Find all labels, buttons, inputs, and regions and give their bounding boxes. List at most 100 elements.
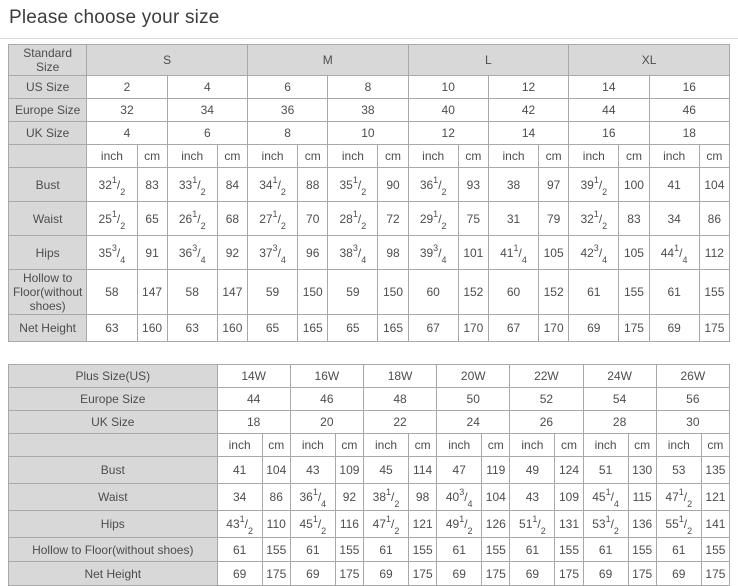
measurement-inch-cell: 45 (362, 456, 410, 484)
size-name-cell: 26W (655, 364, 731, 388)
size-header-row: Standard Size S M L XL (7, 44, 730, 76)
measurement-cm-cell: 114 (408, 456, 438, 484)
measurement-cm-cell: 135 (700, 456, 731, 484)
measurement-cm-cell: 160 (136, 314, 168, 342)
size-value-cell: 10 (327, 121, 409, 145)
measurement-cm-cell: 83 (136, 167, 168, 202)
measurement-inch-cell: 31 (487, 201, 540, 236)
measurement-inch-cell: 61 (289, 537, 336, 562)
measurement-cm-cell: 92 (334, 483, 364, 511)
size-value-cell: 18 (648, 121, 731, 145)
measurement-cm-cell: 126 (481, 510, 511, 538)
size-value-cell: 8 (327, 75, 409, 99)
measurement-inch-cell: 58 (86, 269, 138, 315)
measurement-label-cell: Hollow to Floor(without shoes) (8, 537, 218, 562)
unit-cm-cell: cm (297, 144, 329, 168)
measurement-inch-cell: 321/2 (86, 167, 138, 202)
measurement-inch-cell: 69 (216, 561, 263, 586)
size-name-cell: S (86, 44, 248, 76)
measurement-inch-cell: 69 (582, 561, 629, 586)
measurement-cm-cell: 155 (700, 537, 731, 562)
measurement-inch-cell: 34 (648, 201, 700, 236)
size-value-cell: 42 (487, 98, 570, 122)
measurement-cm-cell: 97 (538, 167, 570, 202)
measurement-cm-cell: 93 (457, 167, 489, 202)
measurement-cm-cell: 98 (377, 235, 409, 270)
size-value-cell: 22 (362, 410, 438, 434)
measurement-row: Hips 353/4 91 363/4 92 373/4 96 383/4 98 393/4 101… (7, 235, 731, 270)
measurement-cm-cell: 68 (216, 201, 248, 236)
size-value-cell: 6 (246, 75, 329, 99)
size-value-cell: 32 (86, 98, 168, 122)
measurement-inch-cell: 65 (327, 314, 379, 342)
unit-inch-cell: inch (86, 144, 138, 168)
measurement-inch-cell: 49 (509, 456, 556, 484)
measurement-cm-cell: 86 (698, 201, 731, 236)
measurement-cm-cell: 104 (698, 167, 731, 202)
measurement-cm-cell: 155 (481, 537, 511, 562)
size-value-cell: 14 (568, 75, 650, 99)
measurement-inch-cell: 63 (86, 314, 138, 342)
measurement-inch-cell: 431/2 (216, 510, 263, 538)
row-label-cell: Europe Size (7, 98, 88, 122)
measurement-cm-cell: 105 (538, 235, 570, 270)
size-value-cell: 14 (487, 121, 570, 145)
regional-size-row: US Size 2 4 6 8 10 12 14 16 (7, 75, 731, 99)
measurement-inch-cell: 61 (216, 537, 263, 562)
unit-inch-cell: inch (216, 433, 263, 457)
measurement-cm-cell: 136 (627, 510, 657, 538)
unit-cm-cell: cm (481, 433, 511, 457)
measurement-inch-cell: 363/4 (166, 235, 218, 270)
standard-size-table: Standard Size S M L XL US Size 2 4 6 8 10 12 14 16 Eur… (7, 44, 731, 342)
measurement-inch-cell: 61 (436, 537, 483, 562)
measurement-inch-cell: 281/2 (327, 201, 379, 236)
measurement-cm-cell: 79 (538, 201, 570, 236)
size-value-cell: 38 (327, 98, 409, 122)
plus-table-body: Plus Size(US) 14W 16W 18W 20W 22W 24W 26W Europe… (8, 364, 731, 586)
size-name-cell: 20W (436, 364, 511, 388)
measurement-cm-cell: 155 (408, 537, 438, 562)
size-value-cell: 16 (568, 121, 650, 145)
size-value-cell: 6 (166, 121, 248, 145)
measurement-label-cell: Hips (8, 510, 218, 538)
measurement-cm-cell: 92 (216, 235, 248, 270)
measurement-inch-cell: 351/2 (327, 167, 379, 202)
size-header-row: Plus Size(US) 14W 16W 18W 20W 22W 24W 26W (8, 364, 731, 388)
size-name-cell: 18W (362, 364, 438, 388)
unit-cm-cell: cm (698, 144, 731, 168)
measurement-inch-cell: 61 (655, 537, 702, 562)
unit-inch-cell: inch (509, 433, 556, 457)
measurement-cm-cell: 115 (627, 483, 657, 511)
measurement-cm-cell: 175 (618, 314, 650, 342)
unit-cm-cell: cm (334, 433, 364, 457)
measurement-row: Bust 41 104 43 109 45 114 47 119 49 124 51 130 53 135 (8, 456, 731, 484)
measurement-cm-cell: 141 (700, 510, 731, 538)
unit-cm-cell: cm (261, 433, 291, 457)
size-value-cell: 2 (86, 75, 168, 99)
measurement-cm-cell: 88 (297, 167, 329, 202)
unit-cm-cell: cm (554, 433, 584, 457)
measurement-inch-cell: 61 (362, 537, 410, 562)
size-value-cell: 26 (509, 410, 584, 434)
measurement-cm-cell: 175 (698, 314, 731, 342)
measurement-inch-cell: 531/2 (582, 510, 629, 538)
measurement-inch-cell: 53 (655, 456, 702, 484)
measurement-cm-cell: 131 (554, 510, 584, 538)
size-chart-page: Please choose your size Standard Size S M L… (0, 7, 738, 586)
measurement-cm-cell: 147 (136, 269, 168, 315)
size-value-cell: 52 (509, 387, 584, 411)
measurement-cm-cell: 84 (216, 167, 248, 202)
measurement-cm-cell: 175 (481, 561, 511, 586)
measurement-inch-cell: 383/4 (327, 235, 379, 270)
size-name-cell: 24W (582, 364, 657, 388)
measurement-cm-cell: 155 (698, 269, 731, 315)
unit-inch-cell: inch (655, 433, 702, 457)
size-value-cell: 36 (246, 98, 329, 122)
measurement-cm-cell: 75 (457, 201, 489, 236)
size-header-label-cell: Plus Size(US) (8, 364, 218, 388)
measurement-cm-cell: 130 (627, 456, 657, 484)
unit-cm-cell: cm (457, 144, 489, 168)
measurement-cm-cell: 112 (698, 235, 731, 270)
measurement-inch-cell: 381/2 (362, 483, 410, 511)
measurement-inch-cell: 261/2 (166, 201, 218, 236)
